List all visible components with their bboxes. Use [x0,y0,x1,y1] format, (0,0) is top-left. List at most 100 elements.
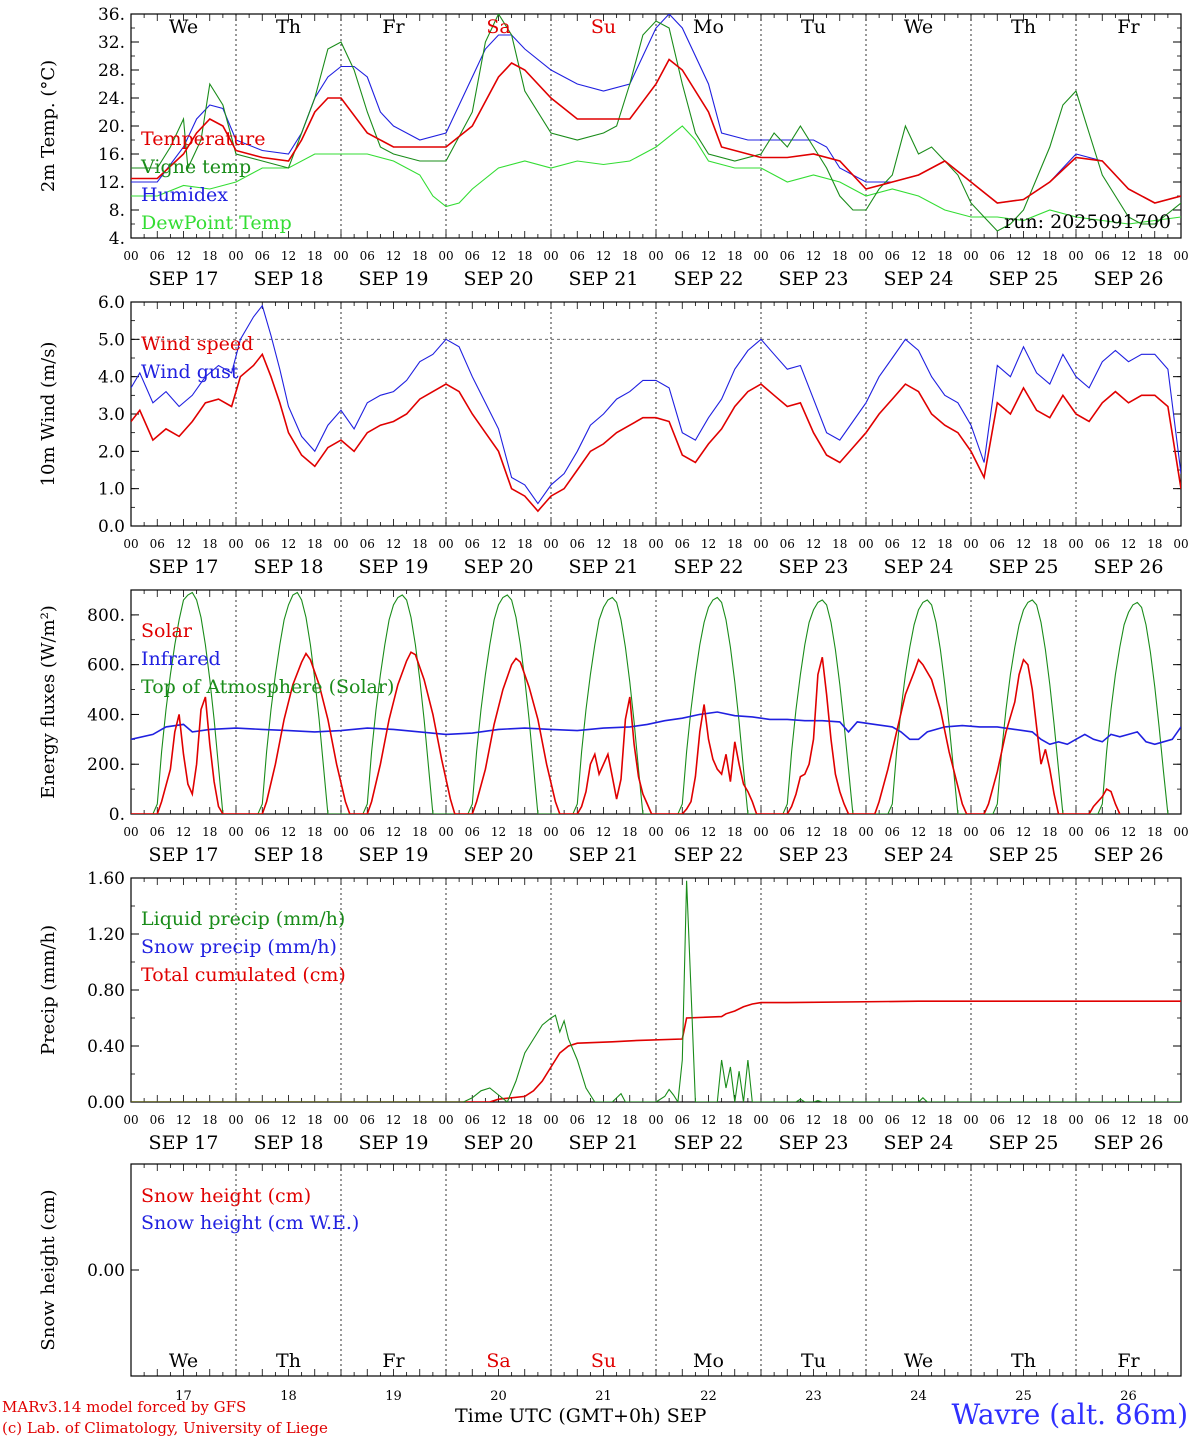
day-number-label: 24 [910,1389,927,1404]
y-tick-label: 5.0 [98,330,125,350]
hour-tick-label: 06 [885,249,900,263]
series-line-total-cumulated-cm- [131,1000,1181,1102]
hour-tick-label: 06 [570,537,585,551]
hour-tick-label: 12 [806,537,821,551]
hour-tick-label: 00 [648,825,663,839]
hour-tick-label: 18 [412,825,427,839]
hour-tick-label: 06 [1095,1113,1110,1127]
hour-tick-label: 18 [307,1113,322,1127]
date-label: SEP 22 [674,844,744,866]
hour-tick-label: 00 [963,1113,978,1127]
hour-tick-label: 06 [570,1113,585,1127]
panel-4: 0.00 0.40 0.80 1.20 1.60 Precip (mm/h) Liquid … [38,869,1189,1154]
hour-tick-label: 06 [465,249,480,263]
day-name-label: Mo [693,1350,724,1372]
y-tick-label: 1.0 [98,480,125,500]
day-name-label: Tu [801,1350,826,1372]
series-line-dewpoint-temp [131,125,1181,225]
panel-2: 0.0 1.0 2.0 3.0 4.0 5.0 6.0 10m Wind (m/s) Wind … [38,293,1189,578]
day-name-label: We [904,16,933,38]
legend-entry: Vigne temp [140,156,251,178]
date-label: SEP 18 [254,556,324,578]
y-axis-label: Energy fluxes (W/m²) [38,605,59,799]
day-number-label: 21 [595,1389,612,1404]
hour-tick-label: 12 [1121,537,1136,551]
date-label: SEP 18 [254,844,324,866]
date-label: SEP 21 [569,844,639,866]
credit-line-2: (c) Lab. of Climatology, University of L… [2,1419,328,1437]
date-label: SEP 23 [779,268,849,290]
day-name-label: Su [591,16,616,38]
day-name-label: We [169,1350,198,1372]
hour-tick-label: 12 [281,537,296,551]
legend-entry: Top of Atmosphere (Solar) [141,676,394,698]
date-label: SEP 25 [989,268,1059,290]
series-line-vigne-temp [131,14,1181,232]
hour-tick-label: 12 [596,1113,611,1127]
y-tick-label: 6.0 [98,293,125,313]
hour-tick-label: 00 [753,249,768,263]
credit-line-1: MARv3.14 model forced by GFS [2,1398,247,1416]
hour-tick-label: 00 [858,249,873,263]
hour-tick-label: 00 [648,1113,663,1127]
y-tick-label: 36. [98,5,125,25]
date-label: SEP 17 [149,268,219,290]
series-line-infrared [131,711,1181,746]
y-tick-label: 28. [98,61,125,81]
hour-tick-label: 00 [228,825,243,839]
hour-tick-label: 12 [911,1113,926,1127]
day-name-label: Tu [801,16,826,38]
hour-tick-label: 12 [596,537,611,551]
date-label: SEP 19 [359,268,429,290]
hour-tick-label: 06 [780,825,795,839]
date-label: SEP 24 [884,556,954,578]
hour-tick-label: 06 [360,1113,375,1127]
hour-tick-label: 06 [885,825,900,839]
date-label: SEP 21 [569,556,639,578]
day-name-label: Th [1011,16,1036,38]
hour-tick-label: 12 [491,537,506,551]
y-tick-label: 0.80 [87,981,125,1001]
y-tick-label: 32. [98,33,125,53]
hour-tick-label: 00 [123,537,138,551]
hour-tick-label: 06 [780,249,795,263]
hour-tick-label: 06 [570,825,585,839]
day-name-label: Mo [693,16,724,38]
hour-tick-label: 18 [202,825,217,839]
hour-tick-label: 12 [386,1113,401,1127]
y-tick-label: 0. [109,805,125,825]
day-name-label: Sa [486,16,510,38]
y-tick-label: 1.20 [87,925,125,945]
legend-entry: Snow height (cm) [141,1185,311,1207]
y-tick-label: 3.0 [98,405,125,425]
hour-tick-label: 06 [570,249,585,263]
hour-tick-label: 18 [307,825,322,839]
hour-tick-label: 18 [307,537,322,551]
hour-tick-label: 06 [675,537,690,551]
hour-tick-label: 18 [1147,537,1162,551]
day-name-label: Fr [382,16,405,38]
y-tick-label: 1.60 [87,869,125,889]
y-tick-label: 2.0 [98,442,125,462]
hour-tick-label: 18 [832,537,847,551]
hour-tick-label: 00 [1068,537,1083,551]
panel-5: 0.00 Snow height (cm) Snow height (cm) Snow… [38,1163,1182,1404]
y-tick-label: 16. [98,145,125,165]
hour-tick-label: 06 [465,537,480,551]
day-name-label: Th [276,1350,301,1372]
hour-tick-label: 12 [491,249,506,263]
hour-tick-label: 12 [491,1113,506,1127]
y-tick-label: 0.00 [87,1261,125,1281]
hour-tick-label: 06 [150,825,165,839]
hour-tick-label: 00 [1068,1113,1083,1127]
hour-tick-label: 12 [281,249,296,263]
y-axis-label: 2m Temp. (°C) [38,60,59,192]
hour-tick-label: 06 [675,825,690,839]
x-axis-title: Time UTC (GMT+0h) SEP [455,1405,707,1427]
hour-tick-label: 00 [438,537,453,551]
hour-tick-label: 18 [727,1113,742,1127]
hour-tick-label: 12 [911,249,926,263]
hour-tick-label: 12 [176,249,191,263]
y-tick-label: 200. [87,755,125,775]
day-name-label: Su [591,1350,616,1372]
